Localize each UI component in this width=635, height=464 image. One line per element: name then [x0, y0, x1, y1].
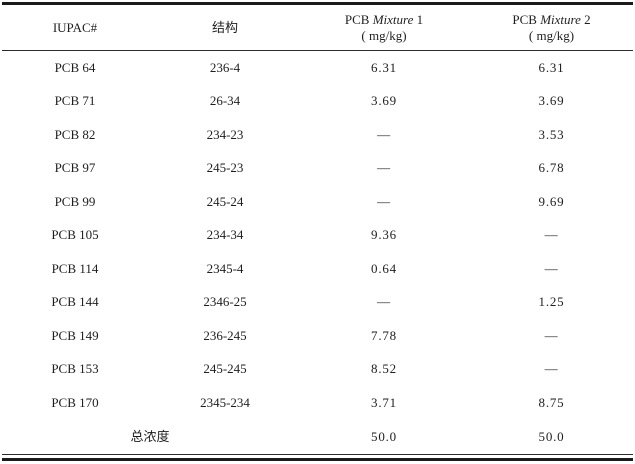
total-label: 总浓度	[130, 428, 170, 444]
table-bottom-rule-thin	[2, 453, 633, 455]
table-row: PCB 97 245-23 — 6.78	[0, 152, 635, 186]
cell-mixture2: —	[544, 361, 559, 377]
column-header-mixture1-unit: ( mg/kg)	[361, 27, 407, 43]
cell-mixture1: 9.36	[371, 227, 397, 243]
cell-mixture2: 8.75	[538, 394, 565, 410]
cell-mixture1: —	[377, 193, 391, 209]
column-header-mixture2-name: PCB Mixture 2	[512, 11, 591, 27]
table-row: PCB 99 245-24 — 9.69	[0, 185, 635, 219]
column-header-mixture2-unit: ( mg/kg)	[528, 27, 575, 43]
cell-mixture2: —	[544, 260, 559, 276]
cell-mixture1: 7.78	[371, 327, 397, 343]
cell-mixture2: —	[544, 227, 559, 243]
cell-structure: 234-34	[206, 227, 244, 243]
column-header-structure: 结构	[211, 19, 238, 35]
cell-structure: 234-23	[206, 126, 244, 142]
table-row: PCB 64 236-4 6.31 6.31	[0, 51, 635, 85]
cell-structure: 2345-234	[200, 394, 250, 410]
cell-structure: 26-34	[209, 93, 241, 109]
cell-mixture2: 6.78	[538, 160, 565, 176]
cell-structure: 236-245	[203, 327, 247, 343]
cell-structure: 245-23	[206, 160, 244, 176]
cell-structure: 236-4	[209, 59, 241, 75]
cell-mixture2: 3.53	[538, 126, 565, 142]
table-row: PCB 153 245-245 8.52 —	[0, 353, 635, 387]
cell-structure: 245-24	[206, 193, 244, 209]
total-mixture2: 50.0	[538, 428, 565, 444]
table-top-rule	[2, 2, 633, 5]
cell-mixture1: 8.52	[371, 361, 397, 377]
cell-mixture1: 0.64	[371, 260, 397, 276]
table-header-row: IUPAC# 结构 PCB Mixture 1 ( mg/kg) PCB Mix…	[0, 5, 635, 50]
cell-iupac: PCB 64	[54, 59, 96, 75]
cell-mixture1: 3.71	[371, 394, 397, 410]
table-bottom-rule-thick	[2, 457, 633, 461]
cell-iupac: PCB 82	[54, 126, 96, 142]
cell-mixture2: 6.31	[538, 59, 565, 75]
cell-mixture2: 1.25	[538, 294, 565, 310]
cell-iupac: PCB 105	[51, 227, 99, 243]
table-row: PCB 105 234-34 9.36 —	[0, 219, 635, 253]
cell-mixture1: —	[377, 160, 391, 176]
cell-mixture2: 3.69	[538, 93, 565, 109]
cell-iupac: PCB 153	[51, 361, 99, 377]
cell-iupac: PCB 114	[51, 260, 99, 276]
column-header-mixture1-name: PCB Mixture 1	[344, 11, 424, 27]
column-header-mixture1: PCB Mixture 1 ( mg/kg)	[300, 12, 468, 44]
cell-mixture1: —	[377, 126, 391, 142]
cell-iupac: PCB 97	[54, 160, 96, 176]
cell-structure: 245-245	[203, 361, 247, 377]
table-row: PCB 170 2345-234 3.71 8.75	[0, 386, 635, 420]
cell-mixture1: 6.31	[371, 59, 397, 75]
column-header-mixture2: PCB Mixture 2 ( mg/kg)	[468, 12, 635, 44]
cell-mixture1: —	[377, 294, 391, 310]
header-separator-rule	[2, 50, 633, 51]
cell-iupac: PCB 99	[54, 193, 96, 209]
table-row: PCB 82 234-23 — 3.53	[0, 118, 635, 152]
cell-structure: 2346-25	[203, 294, 247, 310]
total-mixture1: 50.0	[371, 428, 397, 444]
total-row: 总浓度 50.0 50.0	[0, 420, 635, 454]
table-row: PCB 114 2345-4 0.64 —	[0, 252, 635, 286]
cell-mixture2: —	[544, 327, 559, 343]
table-row: PCB 144 2346-25 — 1.25	[0, 286, 635, 320]
cell-iupac: PCB 170	[51, 394, 99, 410]
cell-iupac: PCB 149	[51, 327, 99, 343]
column-header-iupac: IUPAC#	[52, 19, 98, 35]
table-row: PCB 71 26-34 3.69 3.69	[0, 85, 635, 119]
cell-iupac: PCB 144	[51, 294, 99, 310]
cell-structure: 2345-4	[206, 260, 244, 276]
cell-mixture2: 9.69	[538, 193, 565, 209]
table-row: PCB 149 236-245 7.78 —	[0, 319, 635, 353]
cell-mixture1: 3.69	[371, 93, 397, 109]
cell-iupac: PCB 71	[54, 93, 96, 109]
